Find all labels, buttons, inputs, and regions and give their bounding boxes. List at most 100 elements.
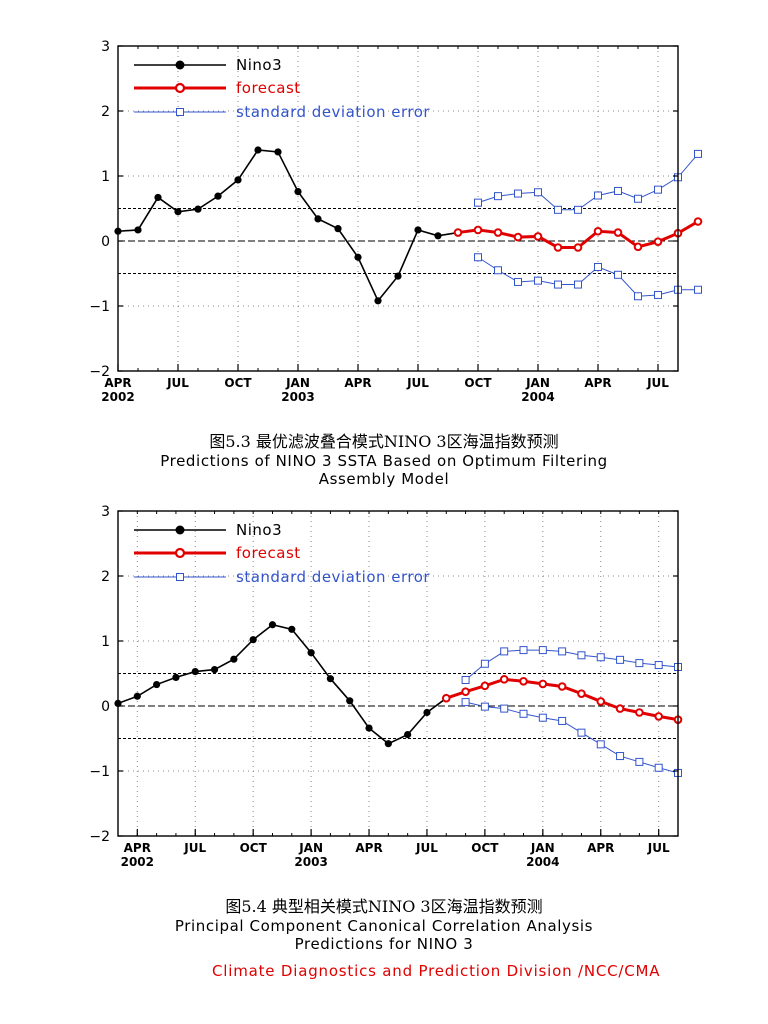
forecast-point [519, 677, 528, 686]
sde_upper-line [477, 153, 699, 211]
x-tick-label: JUL [406, 376, 429, 390]
sde_upper-point [574, 205, 582, 214]
sde_upper-point [694, 149, 702, 158]
x-tick-label: OCT [240, 841, 268, 855]
sde_upper-point [616, 655, 625, 664]
nino3-point [194, 205, 202, 213]
y-tick-label: 0 [101, 234, 110, 250]
sde_upper-point [594, 191, 602, 200]
sde_upper-point [654, 185, 662, 194]
forecast-point [615, 704, 625, 713]
sde_upper-point [474, 198, 482, 207]
sde_upper-point [500, 647, 509, 656]
x-tick-label: APR [587, 841, 614, 855]
nino3-point [172, 673, 180, 681]
x-year-label: 2003 [281, 390, 314, 404]
nino3-point [254, 146, 262, 154]
nino3-point [354, 253, 362, 261]
x-year-label: 2004 [521, 390, 554, 404]
forecast-point [480, 681, 490, 691]
sde_lower-point [534, 276, 542, 285]
nino3-point [384, 740, 392, 748]
sde_upper-point [534, 188, 542, 197]
legend-label-sde: standard deviation error [236, 103, 430, 121]
legend-marker-forecast [174, 82, 186, 94]
x-tick-label: JAN [530, 841, 555, 855]
legend-label-sde: standard deviation error [236, 568, 430, 586]
nino3-point [394, 272, 402, 280]
y-tick-label: 1 [101, 169, 110, 185]
x-year-label: 2002 [121, 855, 154, 869]
sde_lower-point [634, 292, 642, 301]
sde_lower-point [558, 716, 567, 725]
sde_lower-point [654, 763, 663, 772]
forecast-point [538, 679, 548, 689]
forecast-point [461, 687, 470, 696]
forecast-point [513, 232, 523, 242]
sde_lower-point [635, 757, 644, 766]
legend-marker-forecast [174, 547, 186, 559]
x-tick-label: JUL [647, 841, 670, 855]
nino3-point [234, 176, 242, 184]
y-tick-label: 2 [101, 104, 110, 120]
sde_lower-point [494, 266, 502, 275]
forecast-point [473, 225, 483, 235]
caption-en-5-3-line1: Predictions of NINO 3 SSTA Based on Opti… [160, 452, 608, 470]
forecast-point [633, 242, 643, 252]
y-tick-label: −1 [89, 764, 110, 780]
forecast-point [499, 675, 509, 684]
x-tick-label: JAN [285, 376, 310, 390]
sde_lower-point [694, 285, 702, 294]
sde_lower-point [654, 290, 662, 299]
sde_lower-point [538, 713, 547, 722]
y-tick-label: 0 [101, 699, 110, 715]
sde_upper-point [514, 189, 522, 198]
sde_lower-point [500, 704, 509, 713]
nino3-point [294, 188, 302, 196]
nino3-point [274, 148, 282, 156]
x-tick-label: OCT [224, 376, 252, 390]
legend-label-nino3: Nino3 [236, 521, 282, 539]
sde_lower-line [477, 256, 698, 297]
legend-label-forecast: forecast [236, 79, 301, 97]
forecast-point [613, 228, 623, 237]
nino3-point [326, 675, 335, 683]
nino3-point [288, 625, 296, 633]
nino3-point [314, 215, 322, 223]
nino3-point [214, 192, 222, 200]
forecast-point [573, 243, 583, 252]
legend-label-forecast: forecast [236, 544, 301, 562]
nino3-line [117, 623, 447, 745]
forecast-point [593, 226, 603, 236]
sde_upper-line [465, 649, 679, 681]
x-tick-label: APR [344, 376, 371, 390]
sde_upper-point [634, 194, 642, 203]
sde_upper-point [554, 205, 562, 214]
nino3-point [334, 225, 342, 233]
x-tick-label: OCT [464, 376, 492, 390]
sde_upper-point [577, 651, 586, 660]
nino3-point [153, 680, 161, 689]
sde_upper-point [494, 192, 502, 201]
nino3-point [230, 655, 238, 663]
sde_lower-point [594, 263, 602, 271]
y-tick-label: −1 [89, 299, 110, 315]
nino3-point [210, 666, 219, 674]
nino3-point [133, 692, 141, 700]
footer-credit: Climate Diagnostics and Prediction Divis… [212, 962, 661, 980]
nino3-point [154, 193, 162, 202]
nino3-point [191, 667, 199, 676]
nino3-line [117, 149, 459, 303]
forecast-point [533, 232, 543, 241]
sde_lower-point [596, 740, 605, 749]
sde_upper-point [558, 647, 567, 656]
x-tick-label: JUL [415, 841, 438, 855]
x-tick-label: JUL [646, 376, 669, 390]
nino3-point [249, 636, 257, 644]
sde_upper-point [461, 676, 470, 684]
sde_lower-point [480, 702, 489, 711]
caption-cn-5-3: 图5.3 最优滤波叠合模式NINO 3区海温指数预测 [209, 432, 559, 451]
x-tick-label: OCT [471, 841, 499, 855]
